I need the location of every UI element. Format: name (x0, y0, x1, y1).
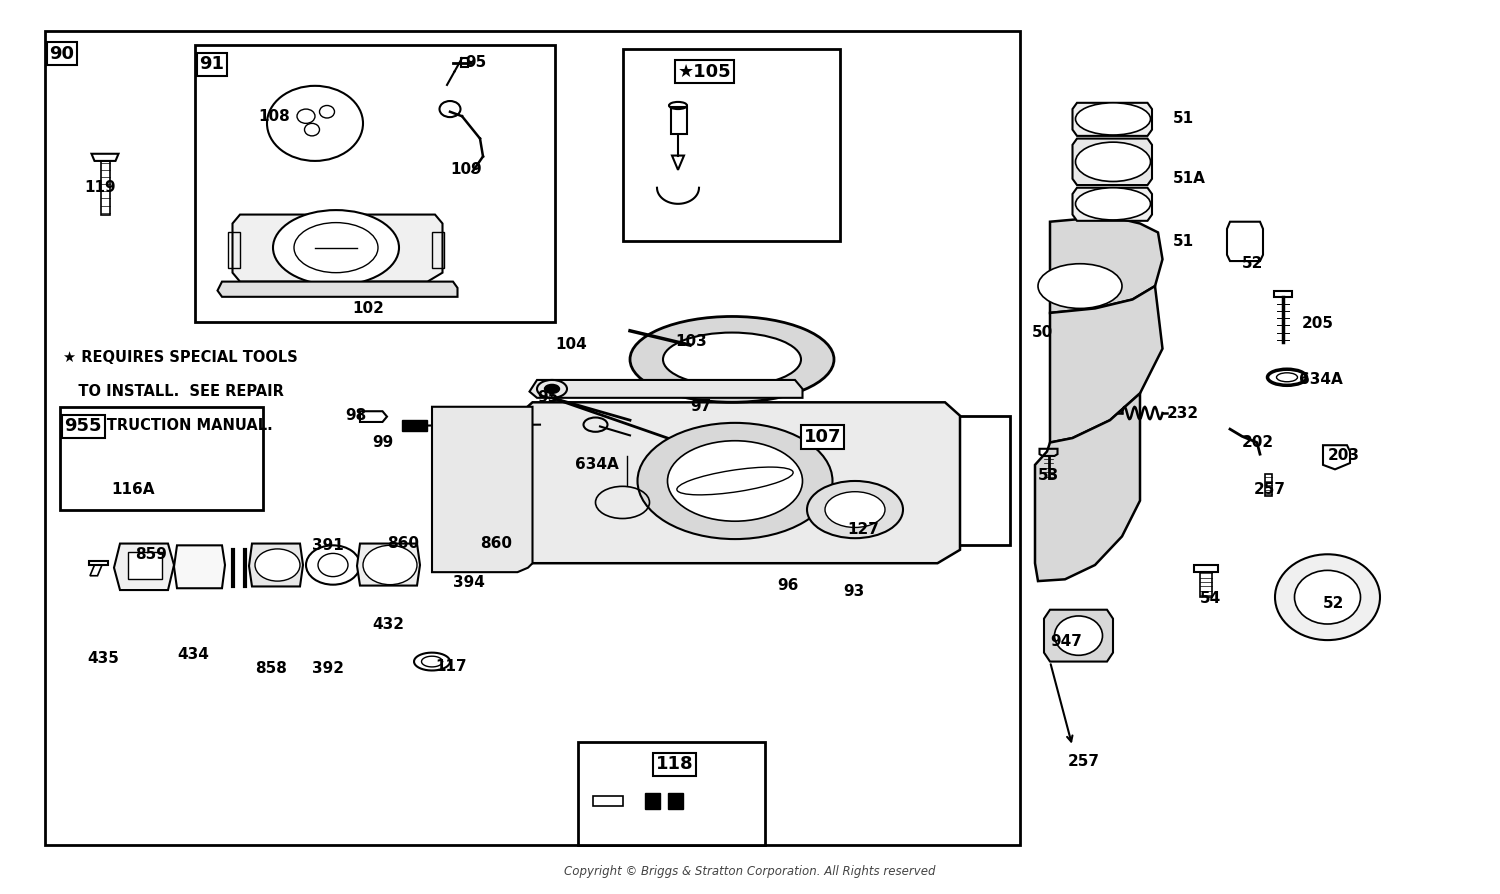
Polygon shape (402, 420, 427, 431)
Polygon shape (375, 547, 393, 554)
Text: 54: 54 (1200, 592, 1221, 606)
Ellipse shape (825, 492, 885, 527)
Ellipse shape (363, 545, 417, 585)
Text: Copyright © Briggs & Stratton Corporation. All Rights reserved: Copyright © Briggs & Stratton Corporatio… (564, 864, 936, 878)
Ellipse shape (544, 384, 560, 393)
Text: 391: 391 (312, 538, 344, 552)
Polygon shape (1072, 139, 1152, 185)
Text: ★105: ★105 (678, 63, 732, 80)
Ellipse shape (1294, 570, 1360, 624)
Text: 108: 108 (258, 109, 290, 123)
Text: 104: 104 (555, 337, 586, 351)
Text: 51: 51 (1173, 111, 1194, 125)
Polygon shape (174, 545, 225, 588)
Text: 257: 257 (1068, 755, 1100, 769)
Text: 434: 434 (177, 647, 209, 662)
Polygon shape (1072, 103, 1152, 136)
Polygon shape (1072, 188, 1152, 221)
Text: 97: 97 (690, 400, 711, 414)
Text: 51: 51 (1173, 234, 1194, 249)
Text: ★ REQUIRES SPECIAL TOOLS: ★ REQUIRES SPECIAL TOOLS (63, 350, 297, 365)
Text: 947: 947 (1050, 635, 1082, 649)
Text: 859: 859 (135, 547, 166, 561)
Ellipse shape (255, 549, 300, 581)
Text: 95: 95 (465, 55, 486, 70)
Text: 52: 52 (1242, 257, 1263, 271)
Text: 127: 127 (847, 522, 879, 536)
Text: 50: 50 (1032, 325, 1053, 340)
Ellipse shape (630, 316, 834, 402)
Text: 392: 392 (312, 662, 344, 676)
Text: 117: 117 (435, 659, 466, 673)
Text: 634A: 634A (574, 458, 618, 472)
Polygon shape (432, 407, 532, 572)
Ellipse shape (273, 210, 399, 285)
Text: 860: 860 (480, 536, 512, 551)
Polygon shape (357, 544, 420, 586)
Polygon shape (1035, 393, 1140, 581)
Text: 102: 102 (352, 301, 384, 316)
Ellipse shape (1038, 264, 1122, 308)
Polygon shape (645, 793, 660, 809)
Text: 93: 93 (843, 585, 864, 599)
Polygon shape (128, 552, 162, 579)
Text: 955: 955 (64, 417, 102, 435)
Polygon shape (518, 402, 960, 563)
Polygon shape (114, 544, 174, 590)
Text: 103: 103 (675, 334, 706, 349)
Text: 860: 860 (387, 536, 418, 551)
Polygon shape (668, 793, 682, 809)
Text: 96: 96 (777, 578, 798, 593)
Ellipse shape (1076, 103, 1150, 135)
Text: 232: 232 (1167, 406, 1198, 420)
Ellipse shape (1076, 188, 1150, 220)
Text: 95: 95 (537, 391, 558, 405)
Text: TO INSTALL.  SEE REPAIR: TO INSTALL. SEE REPAIR (63, 384, 284, 399)
Polygon shape (232, 215, 442, 282)
Bar (195, 45, 555, 322)
Text: 119: 119 (84, 181, 116, 195)
Bar (622, 49, 840, 241)
Text: 634A: 634A (1299, 373, 1342, 387)
Text: 432: 432 (372, 617, 404, 631)
Bar (578, 742, 765, 845)
Text: 202: 202 (1242, 435, 1274, 450)
Text: 91: 91 (200, 55, 225, 73)
Ellipse shape (1076, 142, 1150, 181)
Text: 435: 435 (87, 652, 118, 666)
Ellipse shape (668, 441, 802, 521)
Polygon shape (249, 544, 303, 586)
Bar (45, 31, 1020, 845)
Text: 394: 394 (453, 576, 484, 590)
Text: 99: 99 (372, 435, 393, 450)
Bar (60, 407, 262, 510)
Ellipse shape (1275, 554, 1380, 640)
Text: 118: 118 (656, 755, 693, 773)
Text: 51A: 51A (1173, 172, 1206, 186)
Ellipse shape (807, 481, 903, 538)
Polygon shape (1050, 216, 1162, 313)
Polygon shape (217, 282, 458, 297)
Text: INSTRUCTION MANUAL.: INSTRUCTION MANUAL. (63, 418, 273, 433)
Bar (800, 416, 1010, 545)
Text: 90: 90 (50, 45, 75, 63)
Text: 98: 98 (345, 409, 366, 423)
Polygon shape (1050, 286, 1162, 443)
Text: 205: 205 (1302, 316, 1334, 331)
Text: 858: 858 (255, 662, 286, 676)
Polygon shape (530, 380, 802, 398)
Text: 53: 53 (1038, 468, 1059, 483)
Text: 109: 109 (450, 163, 482, 177)
Ellipse shape (1276, 373, 1298, 382)
Ellipse shape (1054, 616, 1102, 655)
Ellipse shape (663, 333, 801, 386)
Polygon shape (488, 547, 506, 554)
Text: 203: 203 (1328, 449, 1359, 463)
Text: 52: 52 (1323, 596, 1344, 611)
Text: 116A: 116A (111, 483, 154, 497)
Text: 107: 107 (804, 428, 842, 446)
Ellipse shape (638, 423, 833, 539)
Text: 257: 257 (1254, 483, 1286, 497)
Polygon shape (1044, 610, 1113, 662)
